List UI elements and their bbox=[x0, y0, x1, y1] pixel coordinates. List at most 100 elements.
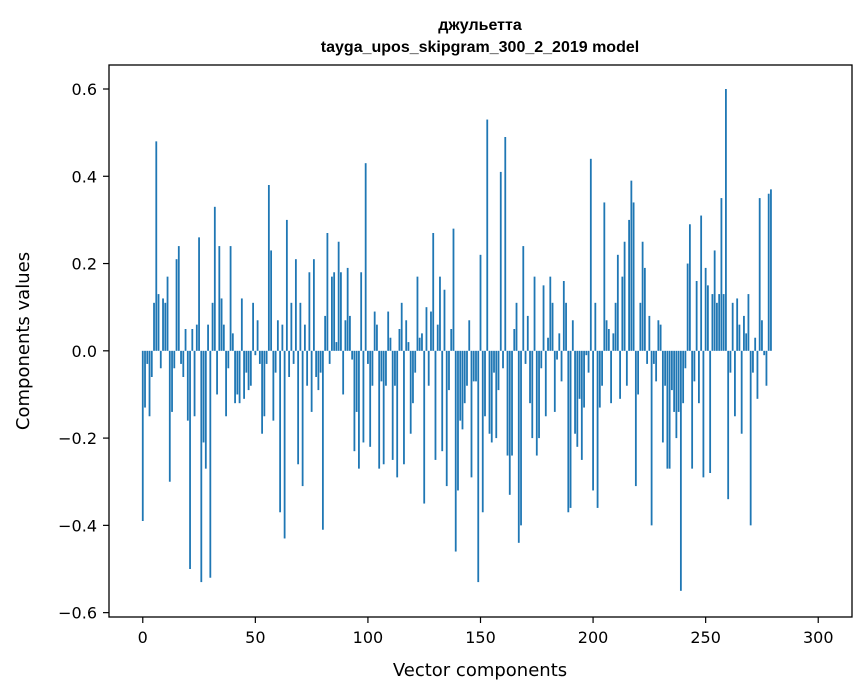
bar bbox=[213, 206, 216, 351]
bar bbox=[274, 350, 277, 373]
bar bbox=[596, 350, 599, 508]
bar bbox=[441, 350, 444, 452]
bar bbox=[475, 350, 477, 382]
bar bbox=[398, 329, 401, 351]
bar bbox=[439, 276, 441, 351]
bar bbox=[463, 350, 466, 404]
bar bbox=[459, 350, 462, 421]
bar bbox=[740, 350, 743, 434]
bar bbox=[628, 219, 630, 351]
bar bbox=[522, 246, 525, 351]
bar bbox=[245, 350, 248, 373]
bar bbox=[342, 350, 345, 395]
bar bbox=[432, 233, 435, 351]
bar bbox=[380, 350, 383, 382]
bar bbox=[578, 350, 581, 399]
bar bbox=[468, 320, 471, 351]
bar bbox=[763, 350, 766, 356]
bar bbox=[702, 350, 705, 478]
bar bbox=[479, 254, 482, 351]
y-tick-label: 0.2 bbox=[72, 255, 97, 274]
bar bbox=[567, 350, 570, 513]
bar bbox=[290, 302, 293, 351]
bar bbox=[502, 350, 504, 369]
bar bbox=[418, 337, 421, 351]
bar bbox=[373, 311, 376, 351]
bar bbox=[144, 350, 146, 408]
bar bbox=[650, 350, 653, 526]
bar bbox=[646, 350, 649, 364]
bar bbox=[700, 215, 703, 351]
bar bbox=[673, 350, 676, 412]
bar bbox=[191, 329, 194, 351]
bar bbox=[623, 241, 626, 351]
bar bbox=[556, 350, 558, 360]
bar bbox=[472, 350, 475, 382]
bar bbox=[378, 350, 381, 469]
bar bbox=[299, 302, 302, 351]
bar bbox=[734, 350, 736, 417]
bar bbox=[544, 350, 547, 417]
bar bbox=[583, 350, 585, 408]
bar bbox=[430, 311, 432, 351]
bar bbox=[297, 350, 300, 465]
bar bbox=[186, 350, 189, 421]
bar bbox=[558, 333, 561, 351]
bar bbox=[592, 350, 594, 491]
bar bbox=[709, 350, 712, 473]
bar bbox=[754, 337, 757, 351]
bar bbox=[180, 350, 182, 364]
bar bbox=[661, 350, 664, 443]
bar bbox=[225, 350, 227, 417]
bar bbox=[387, 311, 390, 351]
bar bbox=[691, 350, 694, 469]
bar bbox=[664, 350, 667, 386]
bar bbox=[193, 350, 196, 417]
bar bbox=[252, 302, 254, 351]
bar bbox=[725, 89, 727, 351]
bar bbox=[247, 350, 250, 391]
bar bbox=[565, 302, 567, 351]
bar bbox=[481, 350, 484, 513]
bar bbox=[707, 285, 709, 351]
bar bbox=[211, 302, 214, 351]
bar bbox=[497, 350, 500, 391]
bar bbox=[238, 350, 241, 404]
bar bbox=[279, 350, 282, 513]
bar bbox=[236, 350, 239, 395]
bar bbox=[283, 350, 286, 539]
bar bbox=[670, 350, 673, 391]
bar bbox=[601, 350, 603, 386]
chart-title: джульетта bbox=[438, 17, 522, 34]
bar bbox=[189, 350, 191, 569]
bar bbox=[571, 320, 574, 351]
bar bbox=[385, 350, 387, 386]
bar bbox=[337, 241, 340, 351]
bar bbox=[340, 272, 342, 351]
bar bbox=[614, 302, 617, 351]
bar bbox=[637, 350, 640, 395]
bar bbox=[668, 350, 671, 469]
bar bbox=[761, 320, 763, 351]
bar bbox=[675, 350, 678, 439]
bar bbox=[276, 320, 279, 351]
bar bbox=[632, 202, 635, 351]
bar bbox=[585, 350, 588, 356]
bar bbox=[738, 324, 741, 351]
bar bbox=[400, 302, 403, 351]
bar bbox=[360, 272, 363, 351]
bar bbox=[547, 337, 549, 351]
bar bbox=[249, 350, 252, 386]
bar bbox=[231, 333, 234, 351]
bar bbox=[355, 350, 358, 412]
bar bbox=[448, 350, 450, 391]
bar bbox=[443, 289, 446, 351]
bar bbox=[369, 350, 372, 447]
bar bbox=[308, 272, 311, 351]
bar bbox=[752, 350, 754, 373]
x-axis-ticks: 0 50 100 150 200 250 300 bbox=[138, 617, 834, 647]
bar bbox=[477, 350, 480, 583]
bar bbox=[452, 228, 455, 351]
bar bbox=[243, 350, 245, 399]
